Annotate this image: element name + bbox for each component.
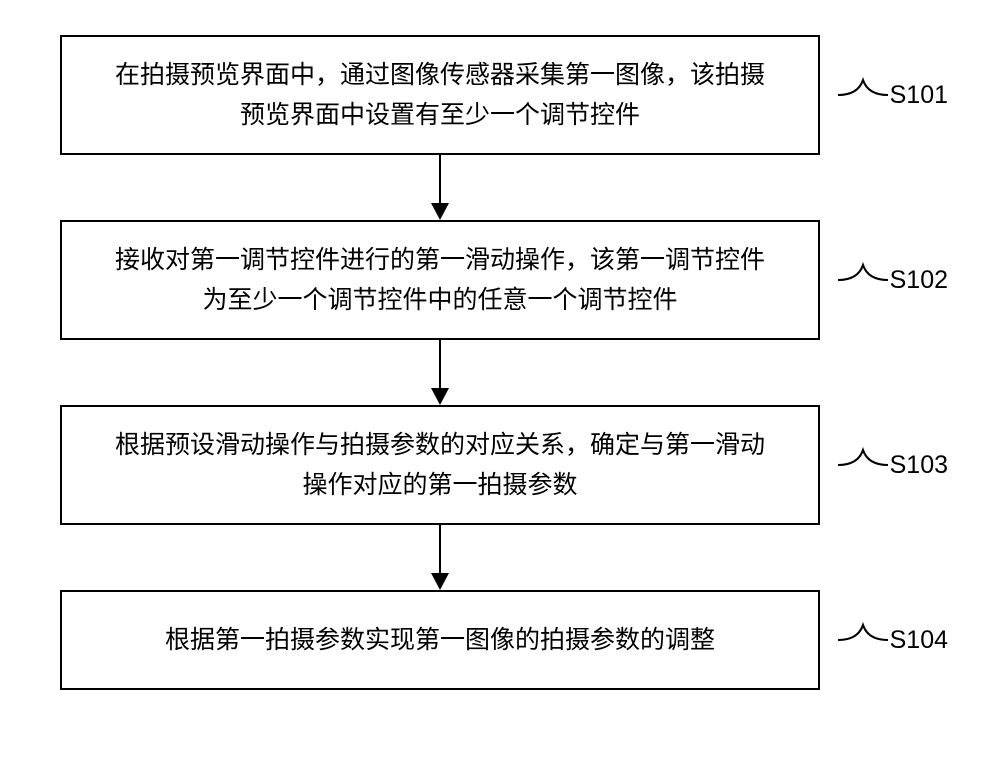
arrow-down-icon xyxy=(425,155,455,220)
step-text: 在拍摄预览界面中，通过图像传感器采集第一图像，该拍摄 预览界面中设置有至少一个调… xyxy=(115,55,765,135)
step-label-container: S102 xyxy=(838,255,948,305)
flowchart-step-s102: 接收对第一调节控件进行的第一滑动操作，该第一调节控件 为至少一个调节控件中的任意… xyxy=(60,220,820,340)
step-label-container: S103 xyxy=(838,440,948,490)
arrow-down-icon xyxy=(425,525,455,590)
curve-connector-icon xyxy=(838,255,888,305)
step-label-text: S101 xyxy=(890,81,948,110)
flowchart-step-s101: 在拍摄预览界面中，通过图像传感器采集第一图像，该拍摄 预览界面中设置有至少一个调… xyxy=(60,35,820,155)
arrow-connector xyxy=(60,155,820,220)
step-label-container: S104 xyxy=(838,615,948,665)
curve-connector-icon xyxy=(838,440,888,490)
step-text: 接收对第一调节控件进行的第一滑动操作，该第一调节控件 为至少一个调节控件中的任意… xyxy=(115,240,765,320)
curve-connector-icon xyxy=(838,70,888,120)
arrow-down-icon xyxy=(425,340,455,405)
flowchart-step-s104: 根据第一拍摄参数实现第一图像的拍摄参数的调整 S104 xyxy=(60,590,820,690)
arrow-connector xyxy=(60,340,820,405)
step-text: 根据第一拍摄参数实现第一图像的拍摄参数的调整 xyxy=(165,620,715,660)
step-label-text: S102 xyxy=(890,266,948,295)
step-label-text: S103 xyxy=(890,451,948,480)
flowchart-container: 在拍摄预览界面中，通过图像传感器采集第一图像，该拍摄 预览界面中设置有至少一个调… xyxy=(60,35,940,690)
step-text: 根据预设滑动操作与拍摄参数的对应关系，确定与第一滑动 操作对应的第一拍摄参数 xyxy=(115,425,765,505)
flowchart-step-s103: 根据预设滑动操作与拍摄参数的对应关系，确定与第一滑动 操作对应的第一拍摄参数 S… xyxy=(60,405,820,525)
arrow-connector xyxy=(60,525,820,590)
curve-connector-icon xyxy=(838,615,888,665)
step-label-text: S104 xyxy=(890,626,948,655)
step-label-container: S101 xyxy=(838,70,948,120)
